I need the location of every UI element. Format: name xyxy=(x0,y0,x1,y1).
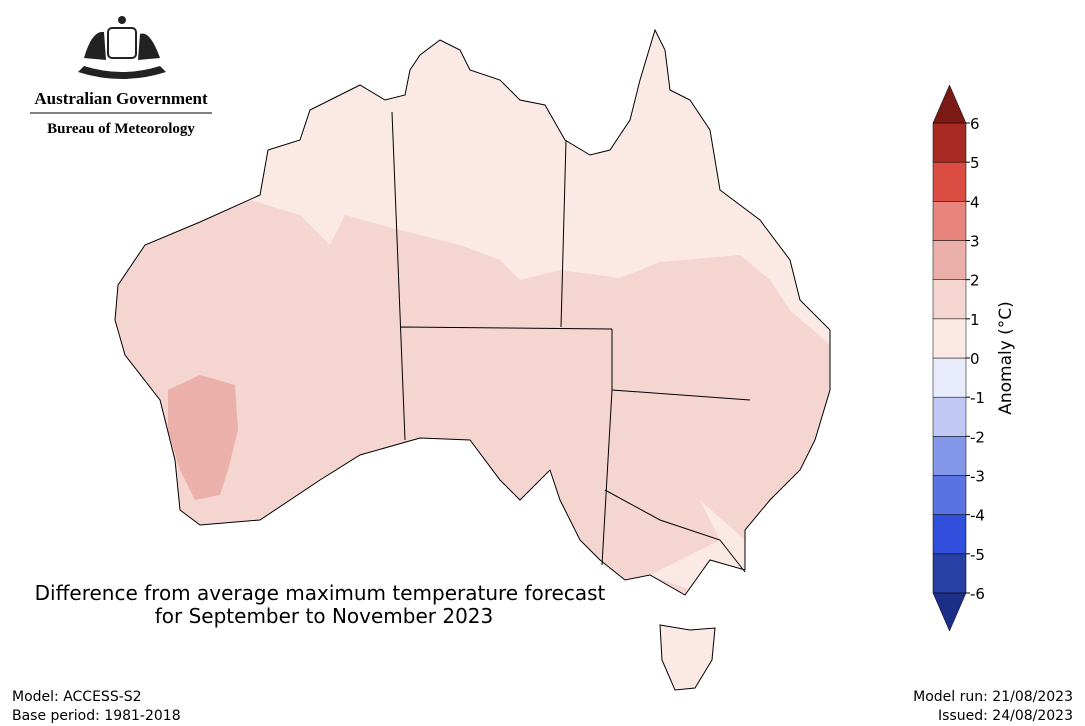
base-period: Base period: 1981-2018 xyxy=(12,708,181,724)
map-title: for September to November 2023 xyxy=(155,604,494,628)
color-bin xyxy=(932,357,967,398)
color-bin xyxy=(932,514,967,555)
region-2-3 xyxy=(168,375,238,500)
color-bin xyxy=(932,318,967,359)
color-bin xyxy=(932,436,967,476)
issued: Issued: 24/08/2023 xyxy=(938,708,1073,724)
under-extension xyxy=(932,592,967,632)
color-bin xyxy=(932,553,967,594)
color-bin xyxy=(932,279,967,320)
tick-label: -4 xyxy=(970,507,985,525)
model-run: Model run: 21/08/2023 xyxy=(913,689,1073,705)
map-title: Difference from average maximum temperat… xyxy=(35,581,606,605)
tick-label: -6 xyxy=(970,585,985,603)
color-bin xyxy=(932,240,967,280)
color-bin xyxy=(932,122,967,163)
over-extension xyxy=(932,84,967,124)
state-borders xyxy=(391,111,751,573)
color-bin xyxy=(932,475,967,515)
agency: Bureau of Meteorology xyxy=(47,121,195,137)
tasmania xyxy=(659,624,716,691)
color-bin xyxy=(932,396,967,437)
color-bin xyxy=(932,161,967,202)
tick-label: 0 xyxy=(970,350,980,368)
tick-label: -3 xyxy=(970,468,985,486)
tick-label: 5 xyxy=(970,154,980,172)
tick-label: 6 xyxy=(970,115,980,133)
tick-label: 3 xyxy=(970,233,980,251)
colorbar-label: Anomaly (°C) xyxy=(996,301,1016,415)
coat-of-arms xyxy=(78,16,166,79)
tick-label: 1 xyxy=(970,311,980,329)
model: Model: ACCESS-S2 xyxy=(12,689,142,705)
tick-label: -2 xyxy=(970,428,985,446)
tick-label: -1 xyxy=(970,389,985,407)
color-bin xyxy=(932,201,967,241)
tick-label: -5 xyxy=(970,546,985,564)
colorbar: -6 -5 -4 -3 -2 -1 0 1 2 3 4 5 6 xyxy=(932,84,985,632)
government: Australian Government xyxy=(34,89,208,108)
tick-label: 2 xyxy=(970,272,980,290)
tick-label: 4 xyxy=(970,193,980,211)
